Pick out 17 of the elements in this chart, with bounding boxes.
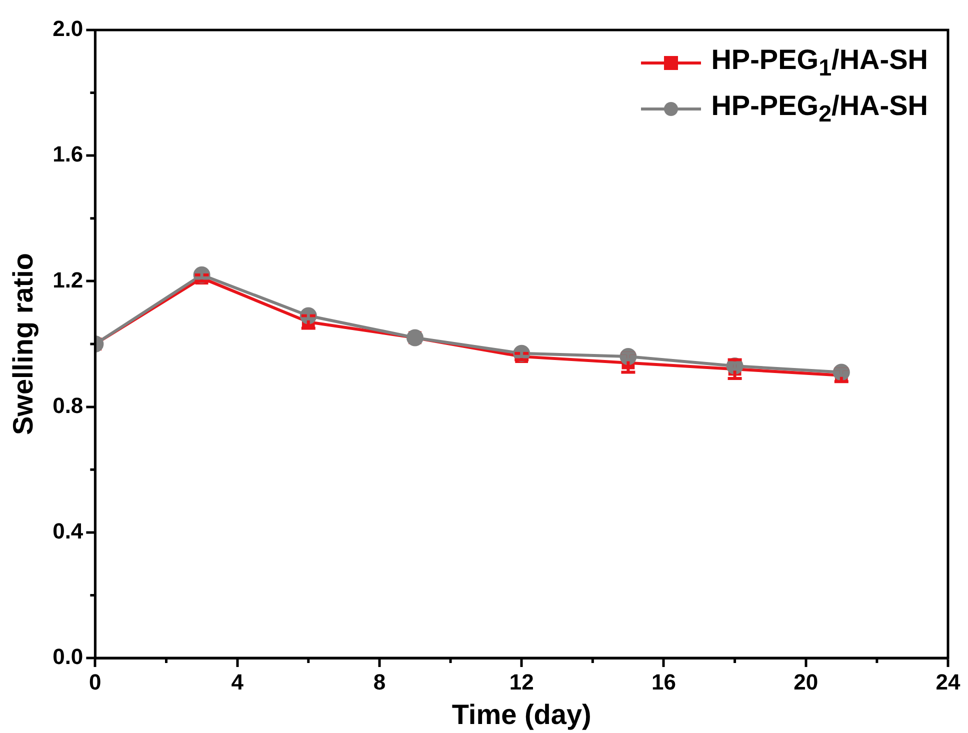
y-tick-label: 0.8 [52,392,84,418]
x-tick-label: 12 [509,669,534,694]
x-tick-label: 24 [936,669,961,694]
x-tick-label: 8 [373,669,386,694]
y-tick-label: 0.0 [52,644,84,670]
y-axis-title: Swelling ratio [8,252,39,436]
x-tick-label: 20 [794,669,818,694]
y-tick-label: 1.6 [52,142,84,167]
y-tick-label: 2.0 [52,16,84,42]
legend-label: HP-PEG$_{1}$/HA-SH [711,44,928,82]
x-tick-label: 0 [89,669,102,694]
legend-label: HP-PEG$_{2}$/HA-SH [711,90,928,128]
y-tick-label: 0.4 [52,518,84,544]
x-tick-label: 16 [651,669,676,694]
x-axis-title: Time (day) [452,698,592,730]
y-tick-label: 1.2 [52,267,84,292]
x-tick-label: 4 [231,669,244,694]
